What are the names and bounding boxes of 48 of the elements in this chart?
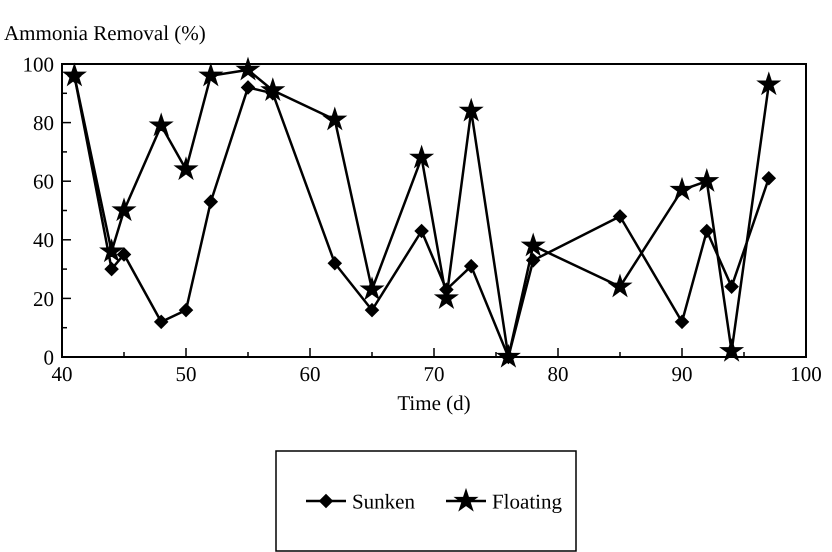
legend-label: Floating [492,489,563,514]
point [174,157,198,180]
point [526,253,540,268]
y-tick-label: 0 [44,345,54,370]
point [104,262,119,276]
point [757,72,780,94]
point [360,278,384,300]
point [700,224,714,238]
point [112,198,136,220]
y-tick-label: 80 [33,110,54,135]
y-tick-label: 60 [33,170,54,194]
x-tick-label: 40 [52,362,72,386]
y-tick-label: 20 [33,286,54,311]
point [150,113,173,136]
y-tick-label: 100 [22,52,54,76]
point [695,169,718,192]
point [674,314,690,329]
point [464,259,478,274]
point [410,146,434,168]
point [522,234,545,256]
x-tick-label: 50 [176,362,196,386]
x-axis-title: Time (d) [397,391,471,415]
point [460,98,483,121]
point [724,280,739,294]
x-tick-label: 70 [424,362,444,386]
point [240,80,256,95]
x-tick-label: 60 [300,362,320,386]
point [608,274,632,297]
point [204,194,218,209]
x-tick-label: 80 [548,362,568,386]
point [236,58,260,80]
x-tick-label: 90 [672,362,692,386]
y-axis-title: Ammonia Removal (%) [4,21,206,45]
point [720,339,744,361]
point [364,303,380,318]
legend-label: Sunken [352,489,416,514]
point [323,108,346,130]
point [328,256,342,270]
point [670,178,694,200]
point [154,314,168,329]
point [199,64,222,86]
point [612,209,628,224]
point [178,303,194,318]
point [116,247,132,262]
point [414,224,429,238]
y-tick-label: 40 [33,228,54,252]
x-tick-label: 100 [790,362,822,386]
point [762,171,776,186]
